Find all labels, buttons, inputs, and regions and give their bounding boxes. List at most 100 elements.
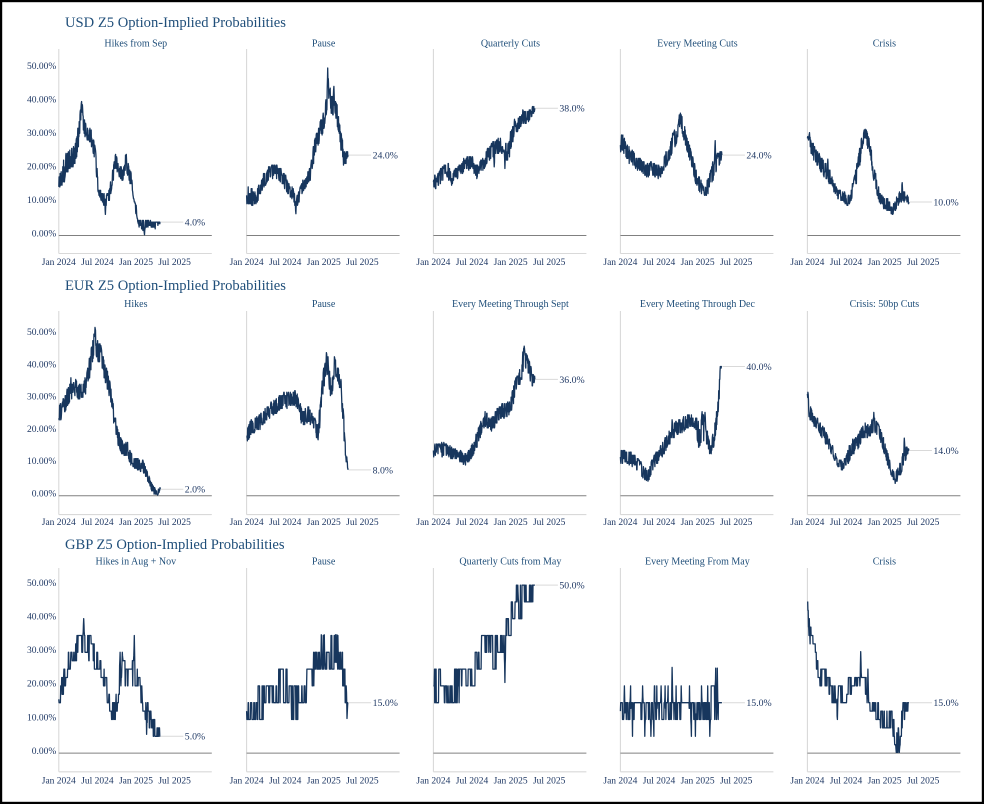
svg-text:Jan 2024: Jan 2024: [790, 777, 824, 787]
svg-text:Crisis: Crisis: [873, 557, 896, 568]
svg-text:Jan 2025: Jan 2025: [868, 518, 902, 528]
svg-text:Every Meeting Cuts: Every Meeting Cuts: [657, 39, 738, 50]
svg-text:Jan 2025: Jan 2025: [681, 777, 715, 787]
svg-text:Hikes in Aug + Nov: Hikes in Aug + Nov: [95, 557, 176, 568]
svg-text:40.0%: 40.0%: [746, 362, 771, 373]
svg-text:Quarterly Cuts from May: Quarterly Cuts from May: [459, 557, 561, 568]
svg-text:50.00%: 50.00%: [27, 579, 56, 589]
svg-text:Jul 2025: Jul 2025: [346, 518, 379, 528]
svg-text:Jul 2024: Jul 2024: [643, 777, 676, 787]
svg-text:Crisis: 50bp Cuts: Crisis: 50bp Cuts: [850, 299, 920, 310]
svg-text:30.00%: 30.00%: [27, 646, 56, 656]
svg-text:50.0%: 50.0%: [559, 581, 584, 592]
svg-text:Jan 2025: Jan 2025: [868, 777, 902, 787]
svg-text:36.0%: 36.0%: [559, 375, 584, 386]
svg-text:Jul 2024: Jul 2024: [269, 258, 302, 268]
svg-text:Jan 2024: Jan 2024: [416, 258, 450, 268]
svg-text:Quarterly Cuts: Quarterly Cuts: [481, 39, 540, 50]
svg-text:30.00%: 30.00%: [27, 393, 56, 403]
svg-text:Jul 2025: Jul 2025: [720, 518, 753, 528]
svg-text:10.0%: 10.0%: [933, 197, 958, 208]
svg-text:Jan 2025: Jan 2025: [681, 518, 715, 528]
svg-text:Jan 2025: Jan 2025: [307, 777, 341, 787]
svg-text:Jul 2024: Jul 2024: [830, 777, 863, 787]
svg-text:Jan 2025: Jan 2025: [681, 258, 715, 268]
svg-text:8.0%: 8.0%: [373, 465, 393, 476]
svg-text:Jan 2024: Jan 2024: [42, 258, 76, 268]
svg-text:Jul 2025: Jul 2025: [346, 777, 379, 787]
svg-text:15.0%: 15.0%: [933, 698, 958, 709]
svg-text:15.0%: 15.0%: [746, 698, 771, 709]
svg-text:Every Meeting Through Sept: Every Meeting Through Sept: [452, 299, 569, 310]
svg-text:Jan 2025: Jan 2025: [119, 258, 153, 268]
svg-text:Crisis: Crisis: [873, 39, 896, 50]
svg-text:Jul 2024: Jul 2024: [269, 518, 302, 528]
svg-text:EUR Z5 Option-Implied Probabil: EUR Z5 Option-Implied Probabilities: [65, 278, 286, 294]
svg-text:Jul 2024: Jul 2024: [81, 777, 114, 787]
svg-text:Jul 2024: Jul 2024: [456, 777, 489, 787]
svg-text:Jan 2024: Jan 2024: [790, 258, 824, 268]
svg-text:Every Meeting Through Dec: Every Meeting Through Dec: [640, 299, 756, 310]
svg-text:Jan 2025: Jan 2025: [119, 518, 153, 528]
svg-text:Jul 2025: Jul 2025: [158, 258, 191, 268]
svg-text:Jul 2024: Jul 2024: [456, 518, 489, 528]
svg-text:Jan 2024: Jan 2024: [790, 518, 824, 528]
svg-text:Jan 2024: Jan 2024: [603, 777, 637, 787]
svg-text:14.0%: 14.0%: [933, 446, 958, 457]
svg-text:Jul 2024: Jul 2024: [643, 258, 676, 268]
svg-text:20.00%: 20.00%: [27, 680, 56, 690]
svg-text:10.00%: 10.00%: [27, 713, 56, 723]
svg-text:Jan 2024: Jan 2024: [230, 777, 264, 787]
svg-text:40.00%: 40.00%: [27, 613, 56, 623]
svg-text:24.0%: 24.0%: [373, 151, 398, 162]
svg-text:Jan 2024: Jan 2024: [230, 518, 264, 528]
svg-text:Jul 2024: Jul 2024: [81, 518, 114, 528]
svg-text:Jul 2025: Jul 2025: [533, 777, 566, 787]
svg-text:0.00%: 0.00%: [32, 229, 57, 239]
svg-text:Jan 2025: Jan 2025: [494, 518, 528, 528]
svg-text:Hikes from Sep: Hikes from Sep: [104, 39, 167, 50]
svg-text:15.0%: 15.0%: [373, 698, 398, 709]
svg-text:10.00%: 10.00%: [27, 196, 56, 206]
svg-text:Jul 2024: Jul 2024: [81, 258, 114, 268]
svg-text:Jan 2024: Jan 2024: [416, 777, 450, 787]
svg-text:USD Z5 Option-Implied Probabil: USD Z5 Option-Implied Probabilities: [65, 15, 286, 31]
svg-text:Jul 2025: Jul 2025: [907, 258, 940, 268]
svg-text:Hikes: Hikes: [124, 299, 147, 310]
svg-text:Jul 2025: Jul 2025: [158, 777, 191, 787]
svg-text:Pause: Pause: [312, 39, 336, 50]
svg-text:38.0%: 38.0%: [559, 104, 584, 115]
svg-text:Jan 2025: Jan 2025: [494, 258, 528, 268]
svg-text:30.00%: 30.00%: [27, 129, 56, 139]
svg-text:Jul 2024: Jul 2024: [456, 258, 489, 268]
svg-text:Jul 2025: Jul 2025: [907, 777, 940, 787]
svg-text:Jul 2025: Jul 2025: [346, 258, 379, 268]
svg-text:Jul 2024: Jul 2024: [643, 518, 676, 528]
svg-text:50.00%: 50.00%: [27, 62, 56, 72]
svg-text:0.00%: 0.00%: [32, 490, 57, 500]
svg-text:0.00%: 0.00%: [32, 747, 57, 757]
svg-text:Jul 2025: Jul 2025: [158, 518, 191, 528]
svg-text:Every Meeting From May: Every Meeting From May: [645, 557, 750, 568]
svg-text:Jul 2024: Jul 2024: [269, 777, 302, 787]
svg-text:20.00%: 20.00%: [27, 425, 56, 435]
svg-text:Jan 2024: Jan 2024: [230, 258, 264, 268]
svg-text:Jan 2025: Jan 2025: [494, 777, 528, 787]
svg-text:2.0%: 2.0%: [185, 485, 205, 496]
svg-text:20.00%: 20.00%: [27, 162, 56, 172]
svg-text:Jan 2024: Jan 2024: [603, 518, 637, 528]
svg-text:GBP Z5 Option-Implied Probabil: GBP Z5 Option-Implied Probabilities: [65, 537, 285, 553]
svg-text:Jul 2025: Jul 2025: [533, 258, 566, 268]
svg-text:40.00%: 40.00%: [27, 360, 56, 370]
svg-text:Jan 2025: Jan 2025: [307, 518, 341, 528]
svg-text:Jan 2024: Jan 2024: [416, 518, 450, 528]
svg-text:40.00%: 40.00%: [27, 95, 56, 105]
svg-text:24.0%: 24.0%: [746, 151, 771, 162]
svg-text:Jan 2025: Jan 2025: [868, 258, 902, 268]
svg-text:Jan 2024: Jan 2024: [42, 518, 76, 528]
svg-text:Jan 2025: Jan 2025: [307, 258, 341, 268]
svg-text:Jul 2025: Jul 2025: [533, 518, 566, 528]
svg-text:Jan 2024: Jan 2024: [42, 777, 76, 787]
svg-text:Pause: Pause: [312, 299, 336, 310]
svg-text:5.0%: 5.0%: [185, 732, 205, 743]
